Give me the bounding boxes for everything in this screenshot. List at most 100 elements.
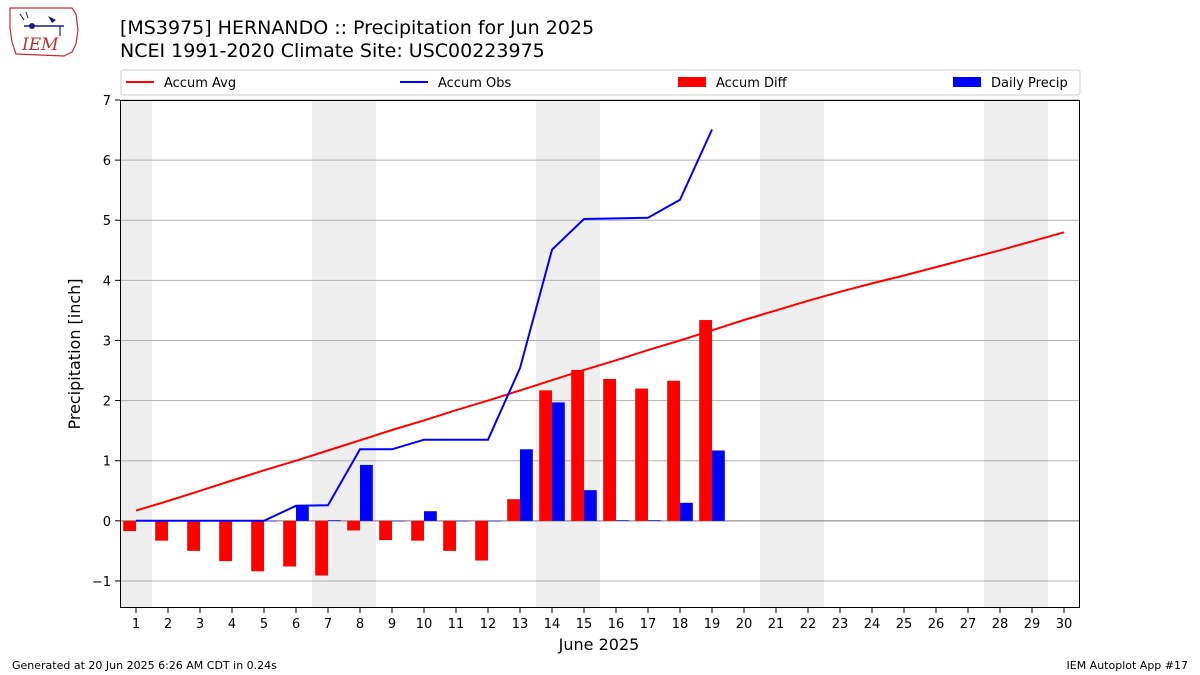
- x-tick-label-18: 18: [672, 617, 689, 632]
- accum-diff-bar-4: [219, 520, 232, 562]
- accum-diff-bar-2: [155, 520, 168, 541]
- x-tick-label-22: 22: [800, 617, 817, 632]
- accum-obs-line: [136, 129, 713, 522]
- weekend-shade-day-15: [568, 100, 600, 608]
- x-tick-label-7: 7: [324, 617, 332, 632]
- iem-logo: IEM: [9, 7, 79, 57]
- x-tick-label-13: 13: [512, 617, 529, 632]
- weekend-shade-day-14: [536, 100, 568, 608]
- x-tick-label-25: 25: [896, 617, 913, 632]
- legend: Accum Avg Accum Obs Accum Diff Daily Precip: [126, 76, 1068, 91]
- daily-precip-bar-10: [424, 511, 437, 521]
- y-tick-label-5: 5: [103, 214, 111, 229]
- daily-precip-bars: [136, 402, 725, 522]
- daily-precip-bar-12: [488, 520, 501, 522]
- x-tick-label-26: 26: [928, 617, 945, 632]
- accum-diff-bar-7: [315, 520, 328, 576]
- accum-diff-bar-19: [699, 320, 712, 521]
- accum-diff-bar-6: [283, 520, 296, 567]
- legend-label-accum-avg: Accum Avg: [164, 76, 236, 91]
- accum-diff-bar-3: [187, 520, 200, 551]
- weekend-shade-day-8: [344, 100, 376, 608]
- y-tick-label--1: −1: [92, 575, 111, 590]
- daily-precip-bar-16: [616, 520, 629, 521]
- x-tick-label-10: 10: [416, 617, 433, 632]
- accum-diff-bar-12: [475, 520, 488, 561]
- x-tick-label-23: 23: [832, 617, 849, 632]
- y-tick-label-2: 2: [103, 395, 111, 410]
- x-tick-label-11: 11: [448, 617, 465, 632]
- x-tick-label-29: 29: [1024, 617, 1041, 632]
- chart-title: [MS3975] HERNANDO :: Precipitation for J…: [120, 17, 595, 39]
- weekend-shade-day-28: [984, 100, 1016, 608]
- weekend-shade-day-21: [760, 100, 792, 608]
- accum-diff-bar-14: [539, 390, 552, 521]
- x-tick-label-28: 28: [992, 617, 1009, 632]
- accum-diff-bar-13: [507, 499, 520, 521]
- chart-subtitle: NCEI 1991-2020 Climate Site: USC00223975: [120, 40, 545, 62]
- daily-precip-bar-19: [712, 450, 725, 521]
- daily-precip-bar-9: [392, 520, 405, 522]
- y-tick-label-4: 4: [103, 274, 111, 289]
- accum-diff-bar-5: [251, 520, 264, 572]
- y-tick-label-1: 1: [103, 455, 111, 470]
- x-tick-label-24: 24: [864, 617, 881, 632]
- accum-diff-bar-1: [123, 520, 136, 532]
- x-tick-label-5: 5: [260, 617, 268, 632]
- legend-box: [120, 69, 1081, 96]
- x-tick-label-16: 16: [608, 617, 625, 632]
- x-tick-label-8: 8: [356, 617, 364, 632]
- x-tick-label-21: 21: [768, 617, 785, 632]
- y-tick-label-3: 3: [103, 334, 111, 349]
- accum-diff-bar-11: [443, 520, 456, 551]
- x-tick-label-17: 17: [640, 617, 657, 632]
- x-axis-label: June 2025: [558, 635, 640, 654]
- x-tick-label-30: 30: [1056, 617, 1073, 632]
- x-tick-label-9: 9: [388, 617, 396, 632]
- iowa-outline-icon: [9, 7, 79, 57]
- accum-diff-bar-8: [347, 520, 360, 531]
- legend-swatch-daily-precip: [953, 77, 981, 87]
- accum-diff-bar-18: [667, 380, 680, 521]
- legend-swatch-accum-diff: [678, 77, 706, 87]
- x-tick-label-19: 19: [704, 617, 721, 632]
- accum-diff-bar-17: [635, 388, 648, 521]
- x-tick-label-27: 27: [960, 617, 977, 632]
- accum-diff-bars: [123, 320, 712, 576]
- x-tick-label-14: 14: [544, 617, 561, 632]
- accum-diff-bar-16: [603, 378, 616, 521]
- daily-precip-bar-13: [520, 449, 533, 521]
- x-tick-label-3: 3: [196, 617, 204, 632]
- x-tick-label-15: 15: [576, 617, 593, 632]
- legend-label-accum-diff: Accum Diff: [716, 76, 788, 91]
- x-tick-label-20: 20: [736, 617, 753, 632]
- legend-label-accum-obs: Accum Obs: [438, 76, 511, 91]
- x-axis: 1 2 3 4 5 6 7 8 9 10 11 12 13 14 15 16 17 18 19 20 21 22 23 24 2…: [132, 608, 1072, 632]
- accum-lines: [135, 129, 1065, 522]
- x-tick-label-4: 4: [228, 617, 236, 632]
- x-tick-label-6: 6: [292, 617, 300, 632]
- x-tick-label-12: 12: [480, 617, 497, 632]
- logo-text: IEM: [21, 35, 59, 55]
- y-axis-label: Precipitation [inch]: [65, 278, 84, 429]
- legend-label-daily-precip: Daily Precip: [991, 76, 1068, 91]
- daily-precip-bar-15: [584, 490, 597, 521]
- daily-precip-bar-5: [264, 520, 277, 522]
- plot-frame: [120, 100, 1080, 608]
- daily-precip-bar-7: [328, 520, 341, 521]
- daily-precip-bar-18: [680, 502, 693, 521]
- y-tick-label-0: 0: [103, 515, 111, 530]
- daily-precip-bar-6: [296, 505, 309, 521]
- weekend-shade-day-29: [1016, 100, 1048, 608]
- accum-diff-bar-10: [411, 520, 424, 541]
- accum-diff-bar-15: [571, 369, 584, 521]
- y-tick-label-6: 6: [103, 154, 111, 169]
- accum-diff-bar-9: [379, 520, 392, 541]
- x-tick-label-1: 1: [132, 617, 140, 632]
- daily-precip-bar-14: [552, 402, 565, 521]
- y-axis: −1 0 1 2 3 4 5 6 7: [92, 94, 120, 590]
- weekend-shade-day-1: [120, 100, 152, 608]
- daily-precip-bar-8: [360, 464, 373, 521]
- x-tick-label-2: 2: [164, 617, 172, 632]
